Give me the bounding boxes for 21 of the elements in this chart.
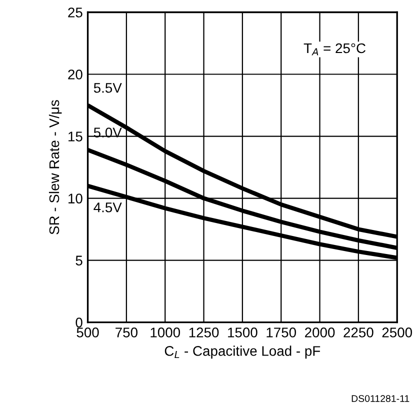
x-tick-label: 1750 <box>266 328 296 338</box>
x-tick-label: 2500 <box>382 328 412 338</box>
x-axis-title: C$_{L}$ - Capacitive Load - pF <box>164 346 320 359</box>
x-tick-label: 1250 <box>189 328 219 338</box>
series-label: 4.5V <box>94 202 122 212</box>
y-tick-label: 15 <box>68 132 82 142</box>
y-tick-label: 20 <box>68 70 82 80</box>
x-tick-label: 1500 <box>228 328 258 338</box>
y-axis-title: SR - Slew Rate - V/μs <box>48 100 62 234</box>
annotation: T$_{A}$ = 25°C <box>304 43 366 56</box>
y-tick-label: 5 <box>76 256 82 266</box>
x-tick-label: 2250 <box>344 328 374 338</box>
x-tick-label: 500 <box>76 328 99 338</box>
text: DS011281-11 <box>352 395 410 402</box>
x-tick-label: 750 <box>116 328 138 338</box>
x-tick-label: 1000 <box>150 328 180 338</box>
y-tick-label: 25 <box>68 8 82 18</box>
x-tick-label: 2000 <box>305 328 335 338</box>
y-tick-label: 0 <box>76 318 82 328</box>
y-tick-label: 10 <box>68 194 82 204</box>
series-label: 5.5V <box>94 83 122 93</box>
